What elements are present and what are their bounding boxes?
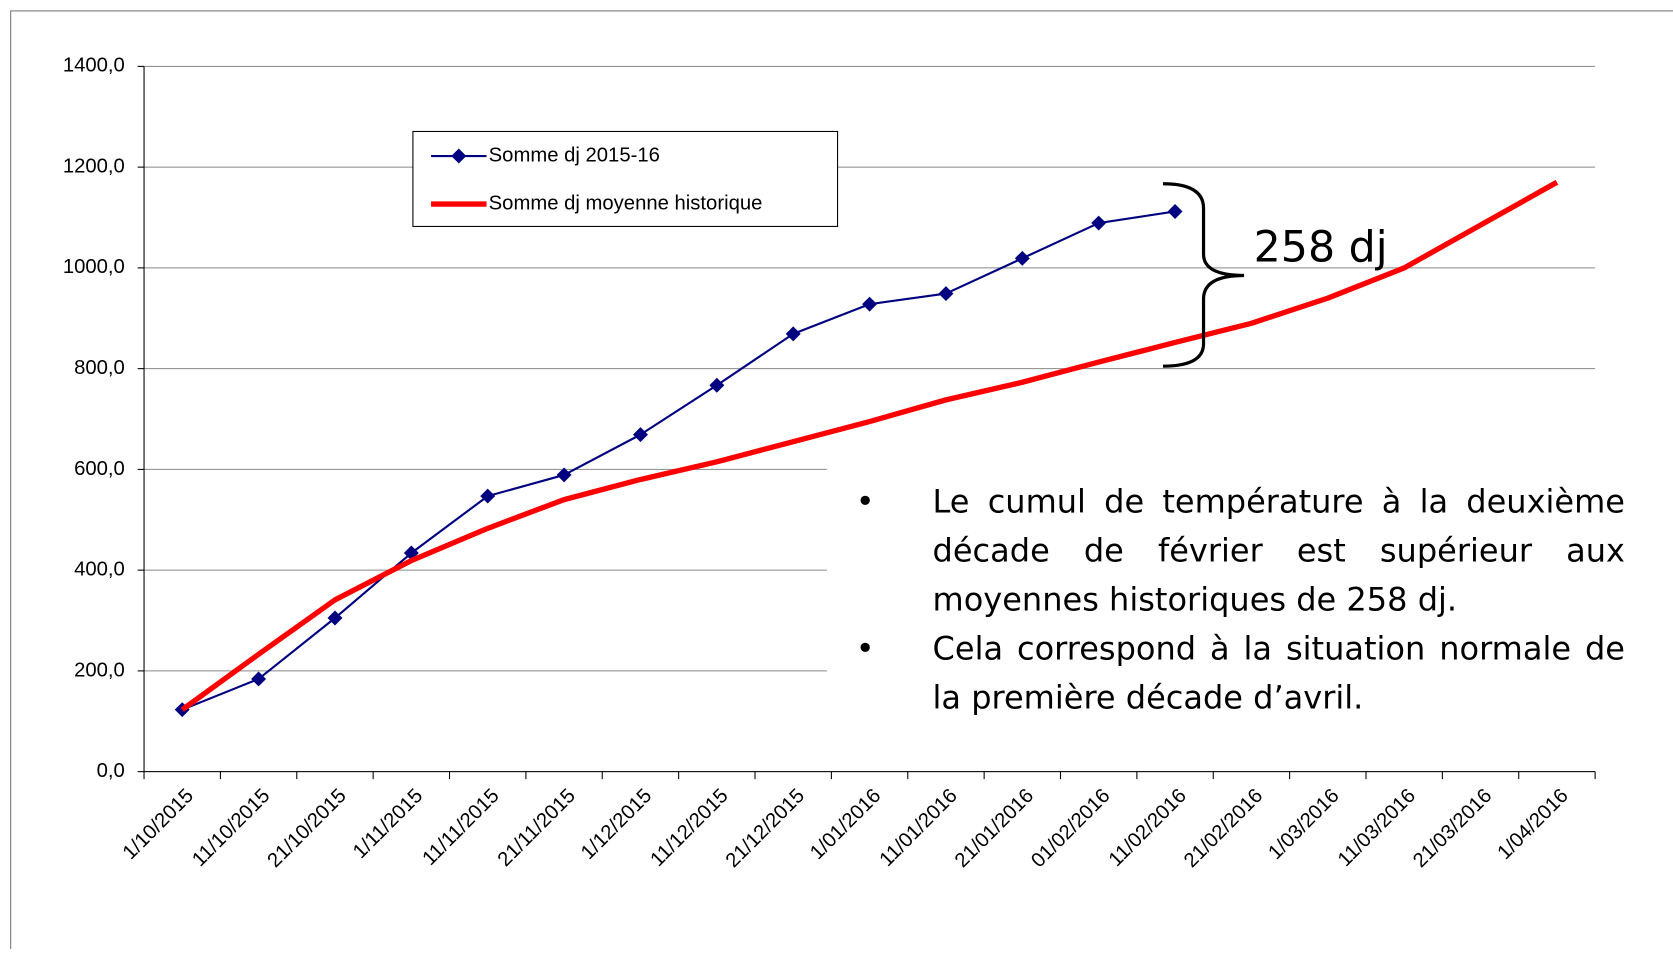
annotation: 258 dj [1254, 222, 1388, 272]
marker [1091, 215, 1107, 231]
legend-box [412, 130, 839, 227]
marker [1167, 204, 1183, 219]
marker [251, 671, 267, 687]
bullets: Le cumul de température à la deuxième dé… [841, 478, 1625, 766]
y-tick-label: 1000,0 [63, 256, 125, 278]
bullet: Le cumul de température à la deuxième dé… [856, 478, 1625, 625]
marker [327, 610, 343, 626]
series-line [181, 210, 1176, 711]
series-line [180, 179, 1559, 712]
marker [938, 286, 954, 302]
marker [632, 427, 648, 443]
legend-label: Somme dj 2015-16 [489, 144, 660, 166]
y-tick-label: 400,0 [74, 559, 125, 581]
marker [862, 296, 878, 312]
bullet: Cela correspond à la situation normale d… [856, 625, 1625, 723]
legend-label: Somme dj moyenne historique [489, 192, 763, 214]
legend-marker [451, 148, 467, 164]
marker [785, 326, 801, 342]
y-tick-label: 200,0 [74, 659, 125, 681]
marker [556, 467, 572, 483]
legend: Somme dj 2015-16 Somme dj moyenne histori… [412, 130, 839, 227]
marker [480, 488, 496, 504]
marker [1014, 250, 1030, 266]
marker [709, 377, 725, 393]
y-tick-label: 600,0 [74, 458, 125, 480]
y-tick-label: 800,0 [74, 357, 125, 379]
brace [1162, 182, 1245, 368]
y-tick-label: 0,0 [97, 760, 125, 782]
y-tick-label: 1400,0 [63, 55, 125, 77]
y-tick-label: 1200,0 [63, 155, 125, 177]
bullet-list: Le cumul de température à la deuxième dé… [841, 478, 1625, 723]
